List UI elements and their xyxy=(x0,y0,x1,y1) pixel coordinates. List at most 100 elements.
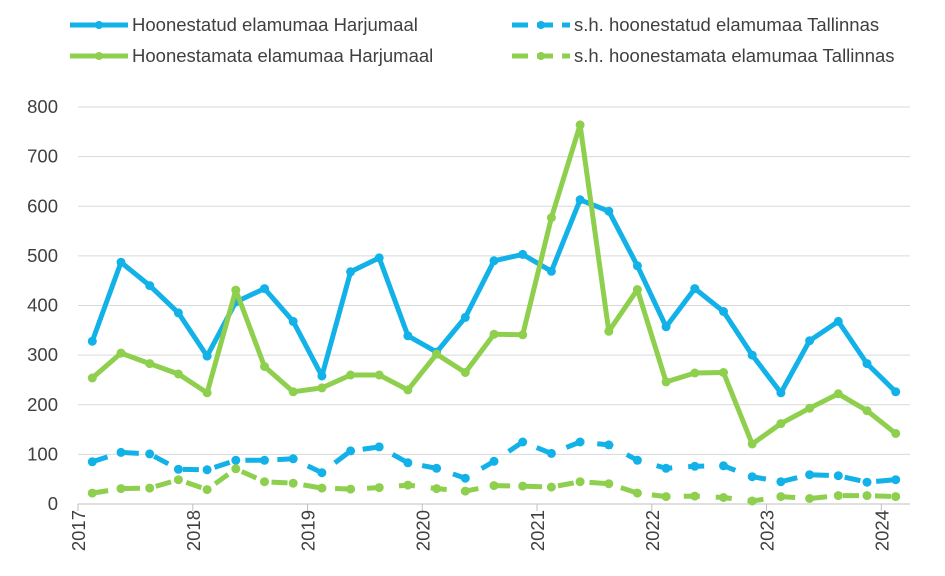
data-point-series-1 xyxy=(604,206,614,216)
data-point-series-4 xyxy=(173,475,183,485)
x-tick-label: 2021 xyxy=(527,510,548,551)
y-tick-label: 200 xyxy=(27,394,58,415)
data-point-series-3 xyxy=(833,389,843,399)
data-point-series-2 xyxy=(747,472,757,482)
x-tick-label: 2017 xyxy=(68,510,89,551)
data-point-series-1 xyxy=(87,336,97,346)
data-point-series-3 xyxy=(460,368,470,377)
y-tick-label: 500 xyxy=(27,245,58,266)
legend-item-series-1: Hoonestatud elamumaa Harjumaal xyxy=(68,12,418,38)
data-point-series-2 xyxy=(87,457,97,467)
data-point-series-2 xyxy=(776,477,786,487)
data-point-series-1 xyxy=(575,195,585,205)
data-point-series-3 xyxy=(661,377,671,387)
data-point-series-2 xyxy=(518,437,528,447)
data-point-series-4 xyxy=(346,484,356,494)
data-point-series-4 xyxy=(87,488,97,498)
data-point-series-1 xyxy=(173,308,183,318)
data-point-series-4 xyxy=(719,493,728,502)
legend-label-series-2: s.h. hoonestatud elamumaa Tallinnas xyxy=(574,14,880,35)
y-tick-label: 300 xyxy=(27,344,58,365)
data-point-series-3 xyxy=(690,368,700,378)
legend-item-series-4: s.h. hoonestamata elamumaa Tallinnas xyxy=(510,43,895,69)
data-point-series-4 xyxy=(288,478,298,488)
data-point-series-2 xyxy=(145,449,155,459)
data-point-series-3 xyxy=(231,285,241,295)
data-point-series-2 xyxy=(173,464,183,474)
legend-item-series-3: Hoonestamata elamumaa Harjumaal xyxy=(68,43,433,69)
data-point-series-3 xyxy=(805,403,815,413)
x-tick-label: 2020 xyxy=(412,510,433,551)
data-point-series-4 xyxy=(604,479,614,489)
data-point-series-2 xyxy=(202,465,212,475)
legend: Hoonestatud elamumaa Harjumaal s.h. hoon… xyxy=(0,0,945,80)
data-point-series-1 xyxy=(833,316,843,326)
data-point-series-1 xyxy=(489,256,499,266)
data-point-series-1 xyxy=(776,388,786,398)
data-point-series-4 xyxy=(317,483,327,493)
data-point-series-3 xyxy=(776,419,786,429)
series-line-3 xyxy=(89,122,899,447)
data-point-series-4 xyxy=(833,491,843,501)
data-point-series-2 xyxy=(346,446,356,456)
legend-swatch-series-2 xyxy=(512,21,570,29)
data-point-series-4 xyxy=(432,484,442,494)
data-point-series-1 xyxy=(719,307,728,316)
data-point-series-4 xyxy=(862,491,872,501)
data-point-series-1 xyxy=(661,322,671,332)
data-point-series-3 xyxy=(432,349,442,359)
data-point-series-3 xyxy=(862,406,872,416)
data-point-series-2 xyxy=(719,461,728,471)
data-point-series-3 xyxy=(288,387,298,397)
data-point-series-4 xyxy=(747,496,757,506)
data-point-series-2 xyxy=(260,455,269,465)
data-point-series-4 xyxy=(690,491,700,501)
data-point-series-4 xyxy=(546,482,556,492)
data-point-series-1 xyxy=(546,266,556,276)
data-point-series-2 xyxy=(833,471,843,481)
x-tick-label: 2022 xyxy=(642,510,663,551)
x-tick-label: 2018 xyxy=(183,510,204,551)
data-point-series-3 xyxy=(403,385,413,395)
data-point-series-2 xyxy=(575,437,585,447)
data-point-series-1 xyxy=(116,257,126,267)
data-point-series-4 xyxy=(518,481,528,491)
data-point-series-3 xyxy=(173,369,183,379)
data-point-series-4 xyxy=(489,481,499,491)
data-point-series-2 xyxy=(805,470,815,480)
series-line-4 xyxy=(91,466,896,504)
data-point-series-2 xyxy=(288,454,298,464)
data-point-series-4 xyxy=(202,485,212,495)
data-point-series-4 xyxy=(575,477,585,487)
legend-label-series-3: Hoonestamata elamumaa Harjumaal xyxy=(132,45,434,66)
data-point-series-2 xyxy=(489,456,499,466)
data-point-series-3 xyxy=(260,362,269,371)
data-point-series-1 xyxy=(202,351,212,361)
data-point-series-4 xyxy=(891,492,901,502)
y-tick-label: 800 xyxy=(27,96,58,117)
data-point-series-4 xyxy=(145,483,155,493)
data-point-series-2 xyxy=(403,458,413,468)
x-tick-label: 2023 xyxy=(757,510,778,551)
data-point-series-1 xyxy=(145,281,155,291)
data-point-series-3 xyxy=(719,368,728,377)
data-point-series-2 xyxy=(690,461,700,471)
data-point-series-1 xyxy=(317,371,327,381)
data-point-series-3 xyxy=(317,383,327,393)
data-point-series-1 xyxy=(891,387,901,397)
y-tick-label: 700 xyxy=(27,146,58,167)
legend-swatch-series-3 xyxy=(70,52,128,60)
data-point-series-1 xyxy=(747,350,757,360)
y-tick-label: 400 xyxy=(27,295,58,316)
data-point-series-3 xyxy=(546,213,556,223)
data-point-series-2 xyxy=(546,448,556,458)
data-point-series-2 xyxy=(891,475,901,485)
y-tick-label: 600 xyxy=(27,195,58,216)
x-tick-label: 2024 xyxy=(871,510,892,551)
data-point-series-1 xyxy=(288,316,298,326)
data-point-series-2 xyxy=(661,463,671,473)
data-point-series-1 xyxy=(632,261,642,271)
data-point-series-1 xyxy=(805,336,815,346)
x-tick-label: 2019 xyxy=(298,510,319,551)
